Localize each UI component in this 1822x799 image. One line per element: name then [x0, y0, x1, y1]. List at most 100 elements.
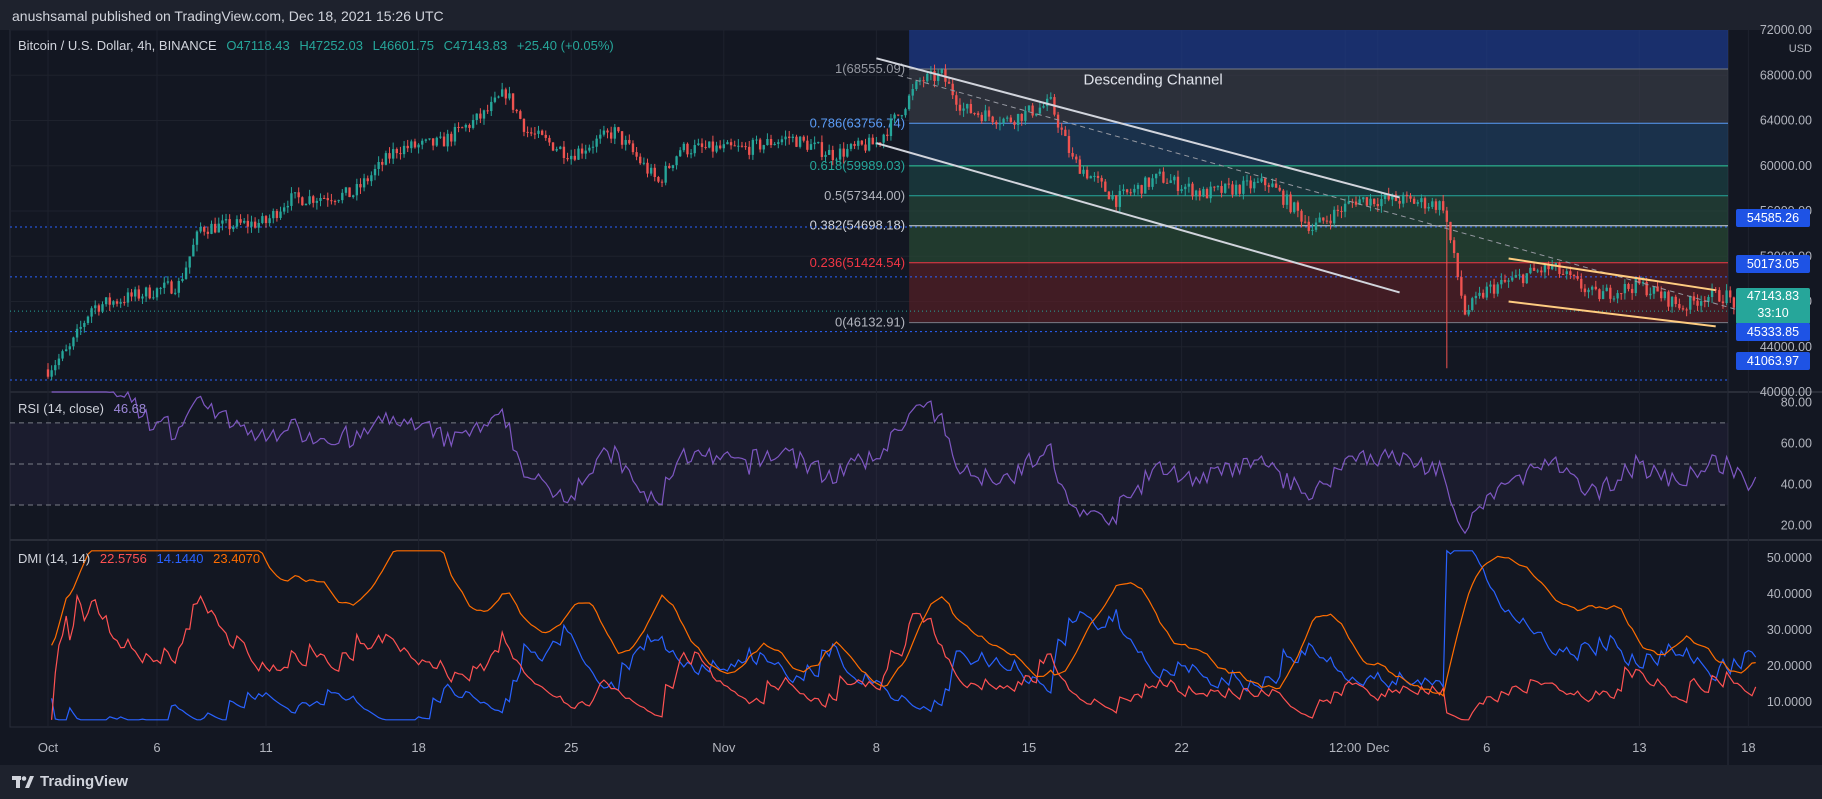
candle-body: [544, 134, 547, 138]
candle-body: [679, 150, 682, 157]
candle-body: [46, 369, 50, 377]
candle-body: [922, 80, 925, 82]
candle-body: [1340, 210, 1343, 212]
candle-body: [577, 148, 580, 160]
candle-body: [769, 138, 773, 146]
x-tick-label: 6: [153, 740, 160, 755]
candle-body: [806, 140, 809, 150]
candle-body: [144, 287, 148, 297]
candle-body: [297, 192, 300, 198]
candle-body: [1303, 221, 1307, 223]
candle-body: [580, 148, 584, 154]
candle-body: [1238, 184, 1241, 194]
candle-body: [995, 122, 998, 125]
tradingview-brand[interactable]: TradingView: [12, 773, 128, 790]
candle-body: [1165, 182, 1169, 184]
candle-body: [461, 127, 464, 129]
candle-body: [1056, 114, 1060, 128]
candle-body: [1002, 118, 1005, 124]
candle-body: [79, 326, 82, 329]
candle-body: [1442, 201, 1445, 211]
candle-body: [1365, 197, 1369, 206]
candle-body: [130, 292, 133, 297]
candle-body: [1035, 113, 1038, 116]
candle-body: [991, 116, 994, 123]
candle-body: [312, 196, 315, 203]
candle-body: [1449, 221, 1452, 241]
candle-body: [1485, 286, 1488, 298]
candle-body: [1471, 298, 1474, 310]
candle-body: [308, 196, 311, 204]
candle-body: [123, 302, 126, 304]
candle-body: [1489, 284, 1492, 287]
fib-zone: [909, 225, 1728, 263]
candle-body: [1478, 292, 1481, 296]
candle-body: [1580, 278, 1583, 289]
channel-annotation: Descending Channel: [1084, 71, 1223, 88]
candle-body: [802, 136, 805, 141]
candles-group: [46, 64, 1757, 381]
candle-body: [1660, 291, 1663, 299]
candle-body: [726, 142, 729, 145]
candle-body: [1362, 197, 1365, 200]
candle-body: [359, 184, 362, 188]
candle-body: [115, 301, 119, 304]
candle-body: [1027, 105, 1031, 111]
candle-body: [958, 104, 962, 111]
candle-body: [177, 280, 180, 293]
candle-body: [849, 143, 853, 149]
dmi-label: DMI (14, 14): [18, 551, 91, 566]
candle-body: [540, 130, 544, 135]
candle-body: [609, 132, 613, 139]
candle-body: [813, 142, 816, 145]
candle-body: [1412, 198, 1416, 204]
candle-body: [181, 278, 184, 281]
candle-body: [962, 108, 965, 111]
candle-body: [119, 302, 122, 304]
dmi-y-tick-label: 50.0000: [1767, 551, 1812, 565]
candle-body: [519, 111, 522, 119]
fib-level-label: 0.618(59989.03): [810, 158, 905, 173]
candle-body: [1075, 156, 1078, 160]
candle-body: [649, 167, 653, 174]
chart-canvas[interactable]: Oct 6 11 18 25 Nov 8 15 22 12:00 Dec 6 13 18 72000.00 6…: [0, 0, 1822, 765]
candle-body: [1590, 286, 1594, 290]
candle-body: [842, 148, 845, 157]
fib-level-label: 1(68555.09): [835, 61, 905, 76]
candle-body: [1205, 189, 1209, 199]
candle-body: [911, 89, 914, 96]
candle-body: [1605, 287, 1608, 292]
candle-body: [1187, 183, 1191, 187]
candle-body: [1213, 186, 1216, 188]
candle-body: [1507, 280, 1510, 282]
candle-body: [715, 145, 718, 152]
candle-body: [464, 124, 468, 128]
candle-body: [141, 296, 144, 299]
candle-body: [1467, 309, 1470, 315]
candle-body: [1649, 293, 1652, 296]
candle-body: [1191, 183, 1194, 197]
candle-body: [748, 146, 751, 155]
candle-body: [784, 136, 787, 140]
candle-body: [1263, 178, 1267, 186]
candle-body: [1638, 278, 1641, 284]
candle-body: [1558, 263, 1561, 274]
candle-body: [969, 103, 973, 114]
candle-body: [439, 136, 442, 138]
candle-body: [1674, 296, 1677, 304]
candle-body: [1678, 303, 1681, 309]
last-price-value: 47143.83: [1746, 289, 1800, 303]
candle-body: [453, 127, 457, 142]
last-price-tag: 47143.83 33:10: [1736, 288, 1810, 324]
tradingview-wordmark: TradingView: [40, 773, 129, 790]
candle-body: [1587, 289, 1590, 293]
candle-body: [1710, 289, 1714, 297]
candle-body: [1271, 183, 1274, 187]
open-value: O47118.43: [226, 38, 290, 53]
candle-body: [729, 142, 733, 146]
main-legend: Bitcoin / U.S. Dollar, 4h, BINANCE O4711…: [18, 38, 614, 53]
plus-di-value: 22.5756: [99, 551, 147, 566]
candle-body: [1474, 295, 1478, 299]
candle-body: [377, 161, 380, 169]
candle-body: [1042, 106, 1045, 108]
